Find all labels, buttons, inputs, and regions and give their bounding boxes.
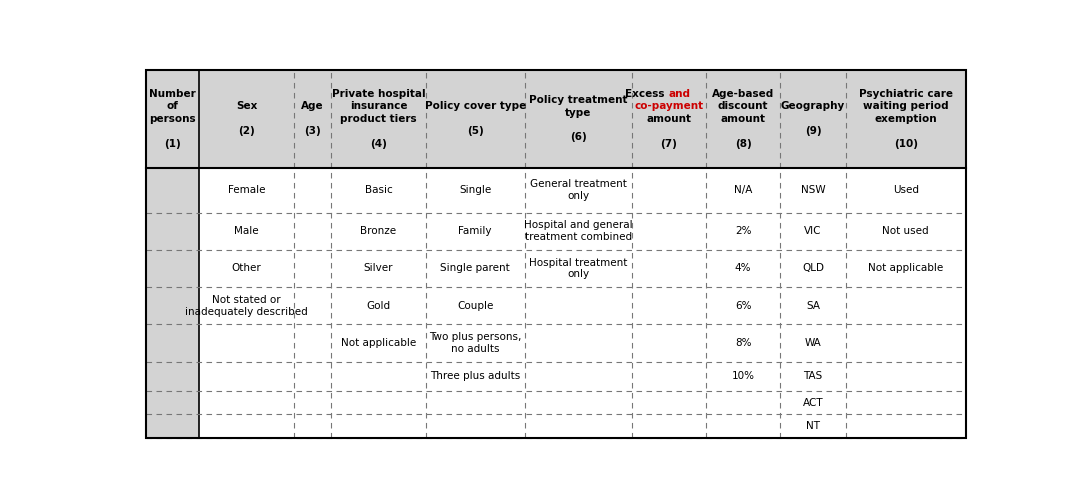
Text: Policy cover type: Policy cover type [425,102,526,111]
Text: (3): (3) [305,126,321,136]
Text: ACT: ACT [803,398,824,408]
Text: Sex: Sex [236,102,257,111]
Text: Policy treatment: Policy treatment [529,95,628,105]
Text: amount: amount [721,114,765,124]
Text: Other: Other [232,264,261,274]
Text: Three plus adults: Three plus adults [430,371,520,381]
Text: Private hospital: Private hospital [332,89,425,99]
Text: Not used: Not used [882,226,929,236]
Text: waiting period: waiting period [863,102,948,111]
Text: amount: amount [646,114,692,124]
Text: Used: Used [893,185,919,195]
Text: Hospital treatment
only: Hospital treatment only [529,258,628,279]
Text: 4%: 4% [735,264,751,274]
Text: persons: persons [150,114,196,124]
Text: Geography: Geography [780,102,846,111]
Bar [145,167,199,438]
Text: Number: Number [149,89,196,99]
Text: Single: Single [460,185,491,195]
Text: type: type [565,108,592,118]
Text: WA: WA [804,338,822,348]
Text: Not applicable: Not applicable [868,264,943,274]
Text: Not stated or
inadequately described: Not stated or inadequately described [185,295,308,316]
Text: of: of [167,102,178,111]
Text: Hospital and general
treatment combined: Hospital and general treatment combined [524,220,633,242]
Text: (4): (4) [370,139,387,148]
Text: (9): (9) [804,126,822,136]
Text: Silver: Silver [363,264,393,274]
Text: exemption: exemption [875,114,937,124]
Text: (5): (5) [467,126,483,136]
Text: product tiers: product tiers [340,114,416,124]
Text: Bronze: Bronze [360,226,397,236]
Text: (8): (8) [735,139,751,148]
Text: Psychiatric care: Psychiatric care [859,89,953,99]
Text: Couple: Couple [457,301,493,311]
Text: Basic: Basic [364,185,392,195]
Text: VIC: VIC [804,226,822,236]
Text: Family: Family [459,226,492,236]
Text: (10): (10) [894,139,918,148]
Text: insurance: insurance [350,102,408,111]
Text: Excess: Excess [624,89,668,99]
Text: N/A: N/A [734,185,752,195]
Text: Female: Female [228,185,266,195]
Text: Age-based: Age-based [712,89,774,99]
Text: NT: NT [806,421,821,431]
Text: General treatment
only: General treatment only [530,179,627,201]
Text: Single parent: Single parent [440,264,511,274]
Bar [145,70,966,167]
Text: (7): (7) [660,139,678,148]
Text: (6): (6) [570,132,586,142]
Text: QLD: QLD [802,264,824,274]
Text: 2%: 2% [735,226,751,236]
Text: Age: Age [301,102,324,111]
Text: (2): (2) [238,126,255,136]
Text: SA: SA [806,301,821,311]
Text: NSW: NSW [801,185,825,195]
Text: Gold: Gold [366,301,390,311]
Text: (1): (1) [164,139,181,148]
Text: discount: discount [718,102,769,111]
Text: Not applicable: Not applicable [340,338,416,348]
Text: 6%: 6% [735,301,751,311]
Text: and: and [668,89,691,99]
Text: Two plus persons,
no adults: Two plus persons, no adults [429,332,521,354]
Text: Male: Male [234,226,259,236]
Text: TAS: TAS [803,371,823,381]
Text: 10%: 10% [732,371,754,381]
Text: 8%: 8% [735,338,751,348]
Text: co-payment: co-payment [634,102,704,111]
